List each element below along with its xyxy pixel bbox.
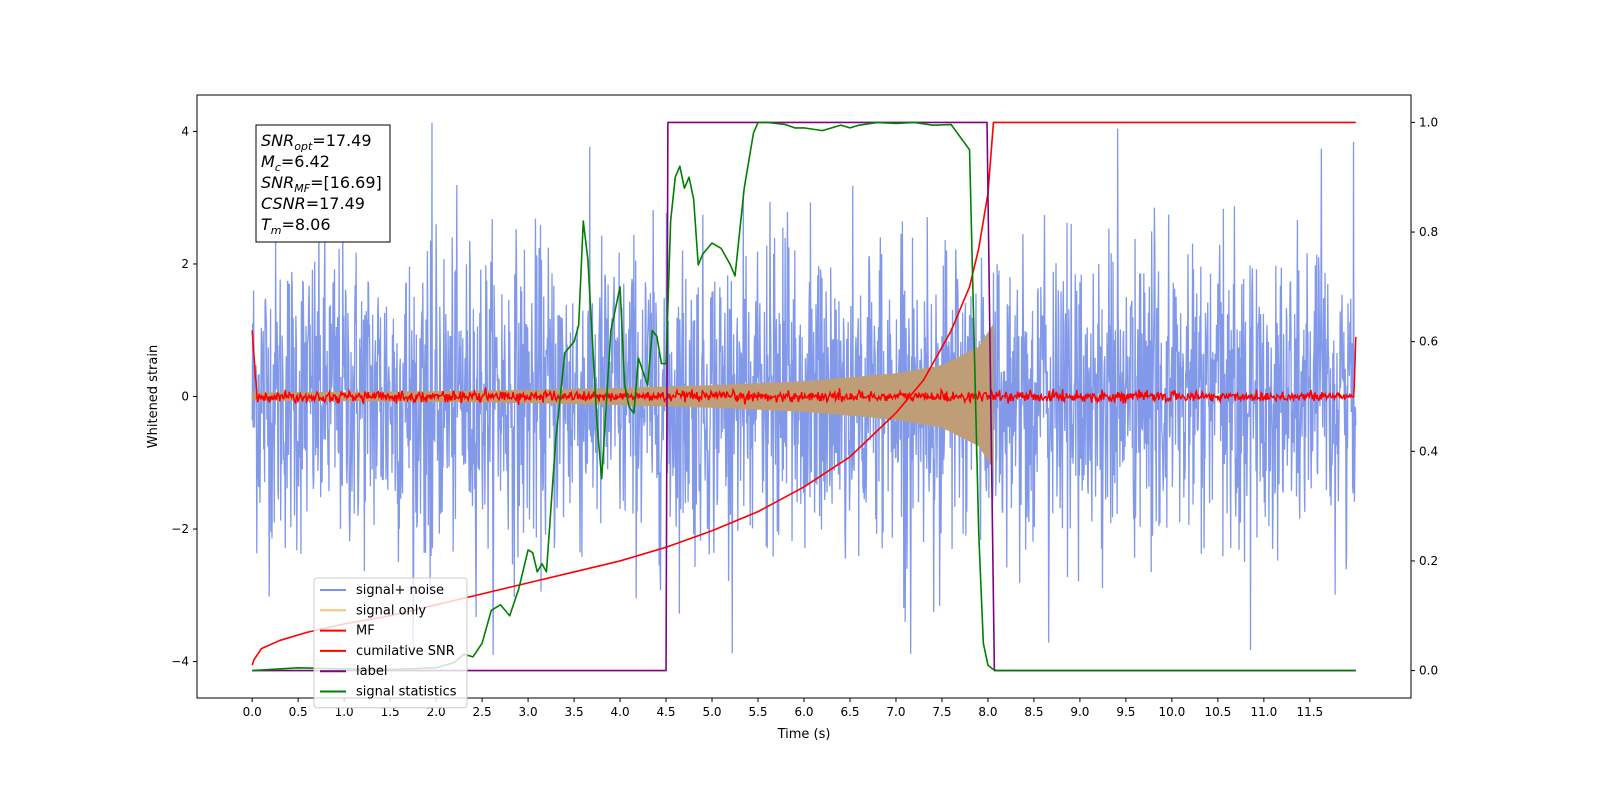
x-tick-label: 4.5 xyxy=(656,705,675,719)
x-axis-label: Time (s) xyxy=(777,727,831,742)
stats-box-line: Mc=6.42 xyxy=(261,152,330,174)
y-tick-label: −4 xyxy=(171,655,189,669)
x-tick-label: 7.5 xyxy=(932,705,951,719)
x-tick-label: 3.5 xyxy=(565,705,584,719)
stats-box-line: Tm=8.06 xyxy=(261,215,331,237)
x-tick-label: 3.0 xyxy=(519,705,538,719)
y2-tick-label: 0.6 xyxy=(1419,335,1438,349)
series-signal-statistics-line xyxy=(252,121,1356,672)
x-tick-label: 2.0 xyxy=(427,705,446,719)
x-tick-label: 2.5 xyxy=(473,705,492,719)
legend-label: cumilative SNR xyxy=(356,644,455,659)
x-tick-label: 5.5 xyxy=(748,705,767,719)
y2-tick-label: 0.8 xyxy=(1419,225,1438,239)
x-tick-label: 4.0 xyxy=(611,705,630,719)
legend-frame xyxy=(313,577,468,709)
x-tick-label: 0.5 xyxy=(289,705,308,719)
stats-box-line: SNRMF=[16.69] xyxy=(261,173,382,195)
x-tick-label: 6.0 xyxy=(794,705,813,719)
x-tick-label: 10.5 xyxy=(1205,705,1232,719)
legend-label: signal only xyxy=(356,603,426,618)
y2-axis-ticks: 0.0 0.2 0.4 0.6 0.8 1.0 xyxy=(1411,115,1438,678)
y2-tick-label: 0.0 xyxy=(1419,664,1438,678)
stats-annotation-box: SNRopt=17.49Mc=6.42SNRMF=[16.69]CSNR=17.… xyxy=(255,124,391,243)
series-mf-line xyxy=(251,330,1357,406)
y-tick-label: 2 xyxy=(181,257,189,271)
stats-box-line: SNRopt=17.49 xyxy=(261,131,372,153)
y2-tick-label: 0.2 xyxy=(1419,554,1438,568)
y2-tick-label: 0.4 xyxy=(1419,444,1438,458)
x-tick-label: 8.0 xyxy=(978,705,997,719)
x-tick-label: 9.0 xyxy=(1070,705,1089,719)
x-tick-label: 11.0 xyxy=(1250,705,1277,719)
legend-label: label xyxy=(356,664,387,679)
x-tick-label: 1.5 xyxy=(381,705,400,719)
stats-box-frame xyxy=(255,124,391,243)
x-tick-label: 8.5 xyxy=(1024,705,1043,719)
y-tick-label: 0 xyxy=(181,390,189,404)
x-axis-ticks: 0.0 0.5 1.0 1.5 2.0 2.5 3.0 3.5 4.0 4.5 5.0 5.5 6.0 6… xyxy=(243,698,1323,719)
series-layer xyxy=(251,121,1357,672)
y-tick-label: 4 xyxy=(181,124,189,138)
x-tick-label: 7.0 xyxy=(886,705,905,719)
x-tick-label: 9.5 xyxy=(1116,705,1135,719)
x-tick-label: 6.5 xyxy=(840,705,859,719)
legend: signal+ noise signal only MF cumilative SNR… xyxy=(313,577,468,709)
x-tick-label: 0.0 xyxy=(243,705,262,719)
x-tick-label: 10.0 xyxy=(1159,705,1186,719)
stats-box-line: CSNR=17.49 xyxy=(261,194,365,213)
legend-label: MF xyxy=(356,624,375,639)
y-axis-ticks: −4 −2 0 2 4 xyxy=(171,124,197,669)
y-axis-label: Whitened strain xyxy=(146,345,161,448)
x-tick-label: 5.0 xyxy=(702,705,721,719)
y2-tick-label: 1.0 xyxy=(1419,115,1438,129)
legend-label: signal statistics xyxy=(356,685,457,700)
x-tick-label: 11.5 xyxy=(1296,705,1323,719)
legend-label: signal+ noise xyxy=(356,583,444,598)
x-tick-label: 1.0 xyxy=(335,705,354,719)
y-tick-label: −2 xyxy=(171,522,189,536)
